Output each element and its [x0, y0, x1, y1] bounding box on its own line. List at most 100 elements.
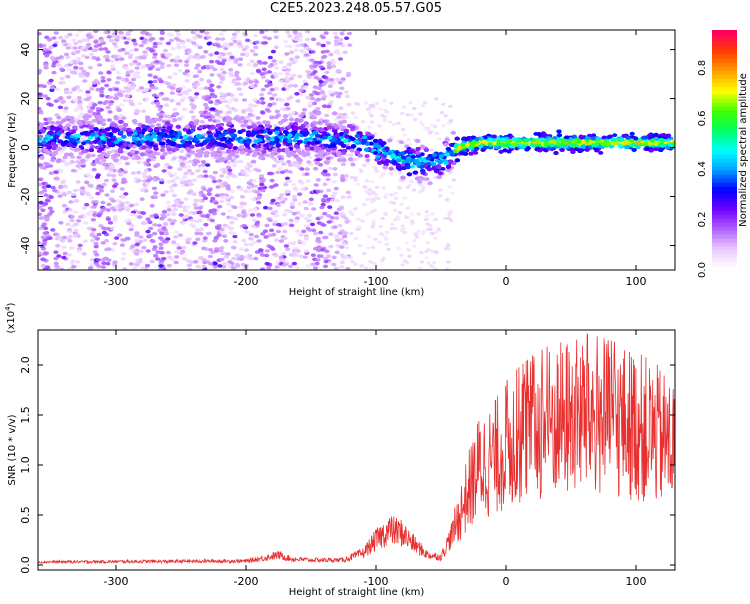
heatmap-cell [157, 94, 162, 98]
heatmap-cell [432, 261, 436, 264]
heatmap-cell [368, 189, 372, 192]
heatmap-cell [76, 164, 81, 168]
heatmap-cell [172, 219, 177, 223]
heatmap-cell [252, 179, 257, 183]
heatmap-cell [108, 221, 113, 225]
heatmap-cell [110, 166, 115, 170]
heatmap-cell [402, 106, 406, 109]
heatmap-cell [346, 191, 351, 195]
heatmap-cell [131, 72, 136, 76]
heatmap-cell [82, 252, 87, 256]
heatmap-cell [68, 208, 73, 212]
heatmap-cell [192, 82, 197, 86]
heatmap-cell [412, 239, 416, 242]
spectrogram-heatmap [35, 28, 677, 271]
heatmap-cell [175, 243, 180, 247]
heatmap-cell [61, 81, 66, 85]
heatmap-cell [121, 90, 126, 94]
heatmap-cell [403, 196, 407, 199]
heatmap-cell [98, 224, 103, 228]
heatmap-cell [285, 72, 290, 76]
heatmap-cell [389, 193, 393, 196]
heatmap-cell [135, 56, 140, 60]
heatmap-cell [410, 222, 414, 225]
heatmap-cell [118, 173, 123, 177]
heatmap-cell [157, 224, 162, 228]
heatmap-cell [215, 60, 220, 64]
heatmap-cell [192, 178, 197, 182]
heatmap-cell [173, 235, 178, 239]
heatmap-cell [68, 91, 73, 95]
heatmap-cell [97, 43, 102, 47]
heatmap-cell [76, 57, 81, 61]
heatmap-cell [338, 113, 343, 117]
heatmap-cell [275, 160, 280, 164]
heatmap-cell [249, 109, 254, 113]
heatmap-cell [85, 98, 90, 102]
heatmap-cell [45, 162, 50, 166]
heatmap-cell [252, 207, 257, 211]
figure-title: C2E5.2023.248.05.57.G05 [0, 1, 712, 16]
heatmap-cell [91, 49, 96, 53]
heatmap-cell [412, 244, 416, 247]
heatmap-cell [253, 53, 258, 57]
heatmap-cell [383, 109, 387, 112]
heatmap-cell [324, 71, 329, 75]
heatmap-cell [345, 95, 350, 99]
heatmap-cell [75, 50, 80, 54]
heatmap-cell [372, 219, 376, 222]
heatmap-cell [225, 104, 230, 108]
heatmap-cell [326, 189, 331, 193]
heatmap-cell [104, 179, 109, 183]
heatmap-cell [221, 212, 226, 216]
heatmap-cell [206, 79, 211, 83]
heatmap-cell [338, 38, 343, 42]
heatmap-cell [89, 184, 94, 188]
heatmap-cell [164, 232, 169, 236]
heatmap-cell [381, 173, 385, 176]
heatmap-cell [287, 34, 292, 38]
heatmap-cell [299, 88, 304, 92]
heatmap-cell [321, 44, 326, 48]
heatmap-cell [409, 180, 413, 183]
heatmap-cell [359, 264, 363, 267]
heatmap-cell [94, 39, 99, 43]
heatmap-cell [372, 262, 376, 265]
heatmap-cell [331, 81, 336, 85]
heatmap-cell [250, 213, 255, 217]
heatmap-cell [269, 185, 274, 189]
heatmap-cell [349, 232, 353, 235]
heatmap-cell [304, 249, 309, 253]
heatmap-cell [248, 119, 253, 123]
heatmap-cell [111, 178, 116, 182]
heatmap-cell [133, 42, 138, 46]
heatmap-cell [412, 107, 416, 110]
heatmap-cell [164, 103, 169, 107]
heatmap-cell [239, 202, 244, 206]
heatmap-cell [205, 163, 210, 167]
heatmap-cell [371, 191, 375, 194]
heatmap-cell [151, 158, 156, 162]
heatmap-cell [227, 111, 232, 115]
heatmap-cell [365, 154, 370, 158]
heatmap-cell [95, 186, 100, 190]
heatmap-cell [177, 69, 182, 73]
heatmap-cell [262, 36, 267, 40]
heatmap-cell [276, 223, 281, 227]
heatmap-cell [208, 53, 213, 57]
heatmap-cell [248, 257, 253, 261]
heatmap-cell [306, 264, 311, 268]
heatmap-cell [171, 47, 176, 51]
heatmap-cell [350, 260, 354, 263]
heatmap-cell [308, 101, 313, 105]
heatmap-cell [271, 199, 276, 203]
heatmap-cell [324, 31, 329, 35]
heatmap-cell [78, 103, 83, 107]
heatmap-cell [189, 223, 194, 227]
heatmap-cell [213, 265, 218, 269]
heatmap-cell [63, 110, 68, 114]
heatmap-cell [299, 167, 304, 171]
heatmap-cell [144, 162, 149, 166]
heatmap-cell [193, 203, 198, 207]
heatmap-cell [254, 80, 259, 84]
